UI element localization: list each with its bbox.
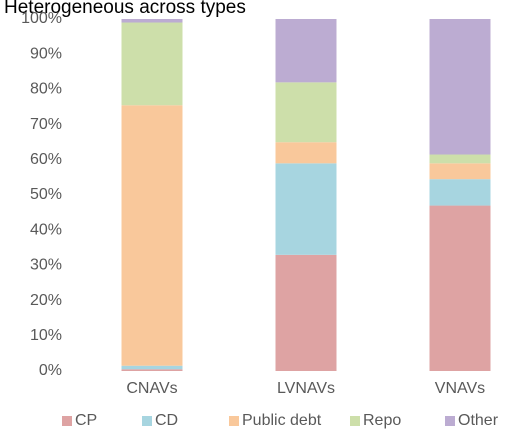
bar-segment [429,205,491,371]
y-tick-label: 50% [30,186,62,203]
bar-segment [121,365,183,370]
bar-segment [121,105,183,366]
y-tick-label: 70% [30,116,62,133]
y-tick-label: 30% [30,257,62,274]
bar-segment [275,82,337,143]
x-tick-label: LVNAVs [277,380,335,397]
chart-title: Heterogeneous across types [4,0,246,18]
legend-swatch [62,416,72,426]
bar-segment [275,19,337,83]
y-tick-label: 0% [39,362,62,379]
bar-segment [429,179,491,206]
bar-segment [121,19,183,23]
legend-label: Public debt [242,412,322,429]
bar-segment [275,142,337,164]
bar-segment [121,369,183,371]
legend-swatch [229,416,239,426]
y-tick-label: 100% [21,10,62,27]
legend-label: CP [75,412,97,429]
legend-label: Other [458,412,499,429]
bar-segment [429,154,491,164]
y-tick-label: 20% [30,292,62,309]
legend-swatch [445,416,455,426]
bar-segment [429,19,491,155]
y-tick-label: 80% [30,81,62,98]
x-tick-label: CNAVs [126,380,177,397]
bar-segment [121,22,183,106]
y-tick-label: 40% [30,221,62,238]
y-tick-label: 60% [30,151,62,168]
x-tick-label: VNAVs [435,380,485,397]
legend-swatch [350,416,360,426]
bar-segment [275,163,337,255]
bar-segment [275,254,337,371]
legend-swatch [142,416,152,426]
legend-label: CD [155,412,178,429]
y-tick-label: 90% [30,45,62,62]
y-tick-label: 10% [30,327,62,344]
bar-segment [429,163,491,180]
legend-label: Repo [363,412,401,429]
